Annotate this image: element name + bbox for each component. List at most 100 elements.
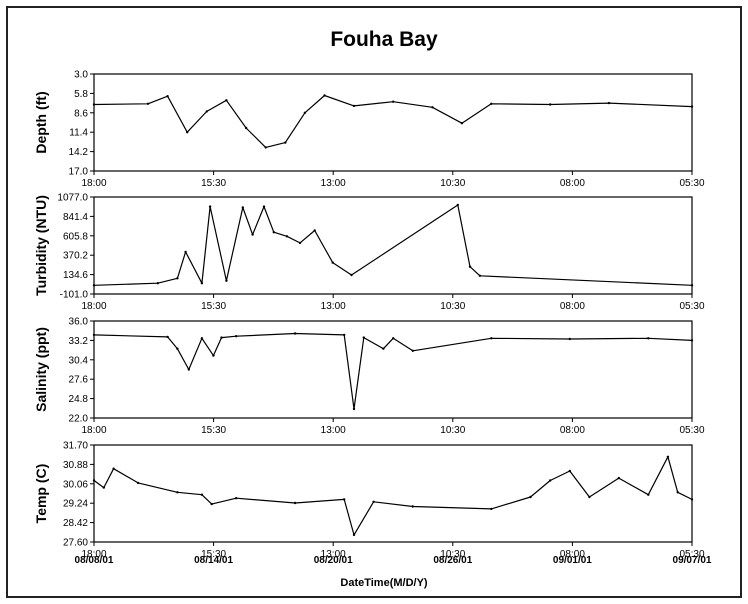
x-tick-label: 15:30 (201, 178, 226, 189)
data-point (392, 100, 395, 103)
data-point (225, 279, 228, 282)
plot-frame (93, 196, 693, 295)
data-point (176, 347, 179, 350)
data-point (549, 103, 552, 106)
y-tick-label: 30.88 (63, 460, 88, 471)
data-point (343, 333, 346, 337)
x-tick-label: 10:30 (440, 178, 465, 189)
data-point (200, 282, 204, 285)
data-point (235, 497, 238, 500)
y-tick-label: 27.6 (69, 375, 89, 386)
data-point (285, 235, 289, 238)
data-point (208, 205, 212, 208)
data-point (352, 533, 356, 537)
y-tick-label: 27.60 (63, 538, 88, 549)
data-point (220, 336, 223, 339)
date-tick-label: 09/07/01 (673, 555, 712, 566)
series-line (93, 94, 693, 148)
x-tick-label: 10:30 (440, 549, 465, 560)
x-tick-label: 05:30 (679, 425, 704, 436)
data-point (200, 493, 204, 496)
data-point (156, 282, 159, 285)
panel-1: 3.0 5.8 8.6 11.4 14.2 17.018:00 15:30 13:00 10:3… (33, 70, 705, 190)
data-point (478, 274, 482, 277)
x-tick-label: 13:00 (321, 549, 346, 560)
y-tick-label: 36.0 (69, 317, 89, 328)
data-point (272, 231, 275, 234)
x-tick-label: 15:30 (201, 301, 226, 312)
date-tick-label: 08/20/01 (314, 555, 353, 566)
y-tick-label: 30.4 (69, 355, 89, 366)
data-point (212, 354, 215, 357)
plot-frame (93, 73, 693, 172)
data-point (690, 339, 694, 342)
chart-figure: Fouha Bay 3.0 5.8 8.6 11.4 14.2 17.0 18:00 15:3… (6, 6, 742, 598)
data-point (666, 455, 670, 458)
chart-title: Fouha Bay (330, 28, 438, 51)
chart-panels: 3.05.88.611.414.217.018:00 15:30 13:00 10:3… (33, 70, 705, 561)
data-point (298, 241, 302, 245)
series-line (93, 332, 693, 410)
data-point (490, 337, 493, 340)
x-tick-label: 05:30 (679, 549, 704, 560)
y-tick-label: 8.6 (74, 108, 88, 119)
y-axis-label: Salinity (ppt) (33, 327, 49, 412)
x-tick-label: 10:30 (440, 301, 465, 312)
data-point (460, 122, 464, 125)
x-tick-label: 18:00 (81, 549, 106, 560)
x-tick-label: 13:00 (321, 178, 346, 189)
data-point (187, 368, 190, 371)
data-point (303, 111, 307, 115)
plot-frame (93, 444, 693, 543)
date-tick-label: 08/26/01 (433, 555, 472, 566)
series-line (93, 456, 693, 536)
y-tick-label: 11.4 (69, 128, 88, 139)
data-point (607, 101, 611, 105)
data-point (293, 501, 297, 505)
x-tick-label: 08:00 (560, 301, 585, 312)
x-tick-label: 18:00 (81, 301, 106, 312)
data-point (352, 104, 356, 108)
data-point (690, 498, 694, 501)
y-tick-label: 30.06 (63, 479, 88, 490)
data-point (136, 481, 140, 485)
data-point (313, 229, 316, 232)
y-tick-label: 370.2 (63, 251, 88, 262)
x-tick-label: 08:00 (560, 549, 585, 560)
data-point (92, 333, 96, 337)
data-point (362, 336, 365, 339)
data-point (411, 505, 414, 508)
data-point (490, 507, 493, 511)
data-point (205, 110, 208, 113)
y-tick-label: 134.6 (63, 270, 88, 281)
data-point (352, 407, 356, 411)
y-axis-label: Depth (ft) (33, 91, 49, 153)
data-point (456, 203, 459, 207)
data-point (284, 141, 287, 144)
plot-frame (93, 320, 693, 419)
data-point (200, 337, 204, 340)
data-point (92, 284, 96, 287)
data-point (112, 467, 115, 470)
data-point (102, 486, 106, 489)
y-tick-label: 17.0 (69, 167, 89, 178)
y-tick-label: -101.0 (60, 290, 89, 301)
data-point (647, 493, 650, 496)
data-point (382, 347, 385, 350)
x-tick-label: 13:00 (321, 301, 346, 312)
y-tick-label: 22.0 (69, 414, 89, 425)
data-point (323, 94, 326, 97)
data-point (568, 469, 571, 473)
data-point (549, 479, 552, 482)
data-point (176, 491, 179, 494)
data-point (186, 131, 189, 134)
data-point (244, 126, 248, 130)
y-tick-label: 33.2 (69, 336, 89, 347)
data-point (647, 337, 650, 340)
data-point (241, 206, 244, 209)
data-point (184, 250, 187, 254)
data-point (225, 99, 228, 102)
panel-3: 36.0 33.2 30.4 27.6 24.8 22.018:00 15:30 13:00 1… (33, 317, 705, 437)
data-point (529, 495, 532, 499)
